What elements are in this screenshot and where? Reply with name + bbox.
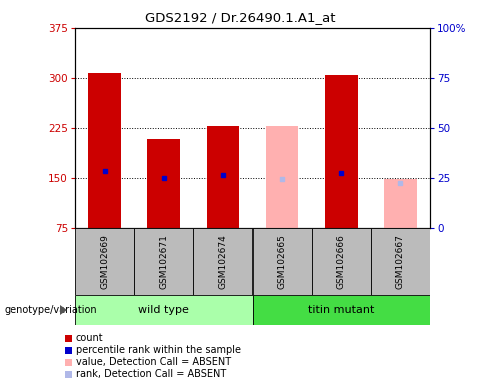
- Text: percentile rank within the sample: percentile rank within the sample: [76, 345, 241, 355]
- Bar: [88, 73, 121, 228]
- Text: genotype/variation: genotype/variation: [5, 305, 97, 315]
- Text: GSM102667: GSM102667: [396, 234, 405, 289]
- Text: GSM102671: GSM102671: [159, 234, 168, 289]
- Text: GSM102669: GSM102669: [100, 234, 109, 289]
- Bar: [384, 179, 417, 228]
- Bar: [65, 371, 72, 378]
- Text: rank, Detection Call = ABSENT: rank, Detection Call = ABSENT: [76, 369, 226, 379]
- Text: GSM102666: GSM102666: [337, 234, 346, 289]
- Bar: [252, 295, 430, 325]
- Text: wild type: wild type: [138, 305, 189, 315]
- Bar: [207, 126, 239, 228]
- Bar: [371, 228, 430, 295]
- Text: count: count: [76, 333, 104, 343]
- Bar: [325, 74, 358, 228]
- Bar: [65, 335, 72, 342]
- Bar: [65, 347, 72, 354]
- Bar: [75, 295, 252, 325]
- Bar: [266, 126, 299, 228]
- Bar: [75, 228, 134, 295]
- Bar: [134, 228, 193, 295]
- Text: GDS2192 / Dr.26490.1.A1_at: GDS2192 / Dr.26490.1.A1_at: [145, 12, 335, 25]
- Text: GSM102674: GSM102674: [218, 234, 228, 289]
- Text: titin mutant: titin mutant: [308, 305, 374, 315]
- Text: value, Detection Call = ABSENT: value, Detection Call = ABSENT: [76, 357, 231, 367]
- Bar: [147, 139, 180, 228]
- Polygon shape: [60, 305, 67, 315]
- Bar: [312, 228, 371, 295]
- Bar: [252, 228, 312, 295]
- Text: GSM102665: GSM102665: [277, 234, 287, 289]
- Bar: [193, 228, 252, 295]
- Bar: [65, 359, 72, 366]
